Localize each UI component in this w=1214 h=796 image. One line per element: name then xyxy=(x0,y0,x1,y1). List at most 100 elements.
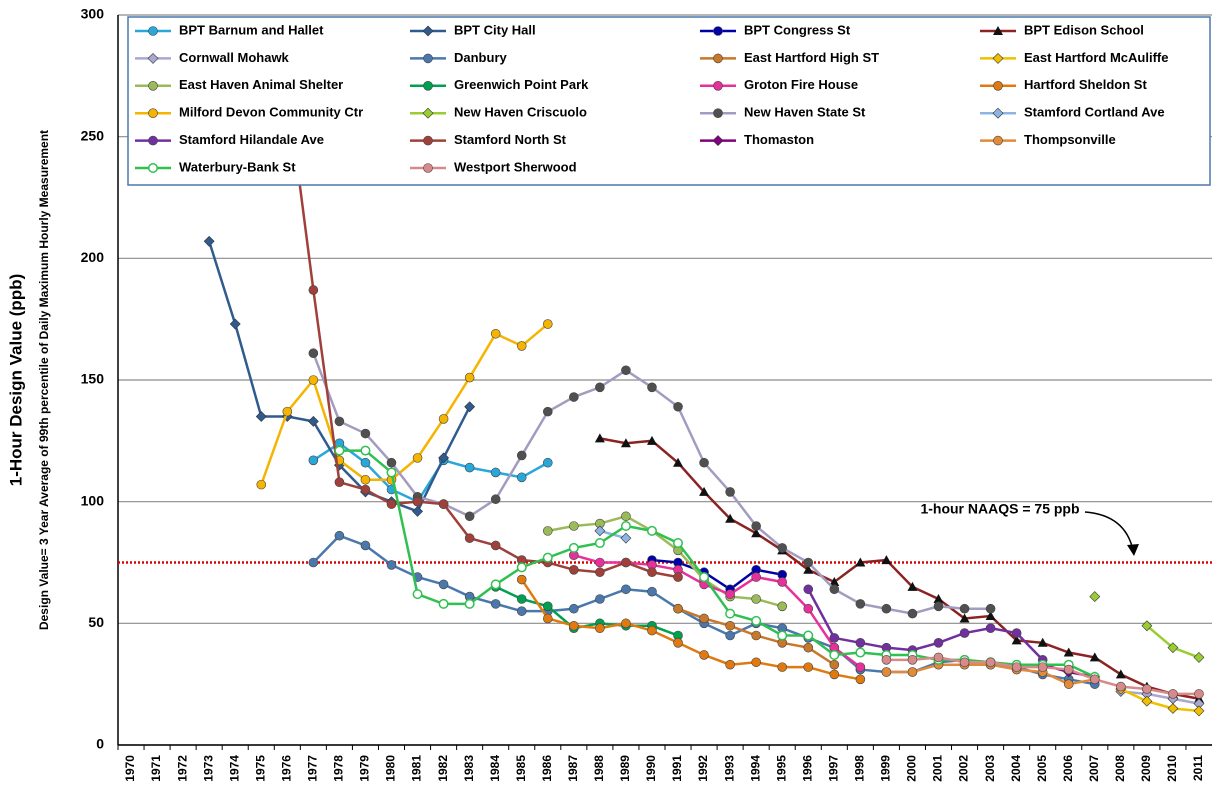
marker xyxy=(1089,674,1100,685)
marker xyxy=(620,521,631,531)
marker xyxy=(464,511,475,522)
legend-label: New Haven Criscuolo xyxy=(454,105,587,120)
marker xyxy=(595,594,605,604)
marker xyxy=(699,486,710,496)
x-tick-label: 2002 xyxy=(957,755,971,782)
marker xyxy=(438,598,449,609)
marker xyxy=(621,365,631,376)
x-tick-label: 1982 xyxy=(436,755,450,782)
legend-label: BPT Edison School xyxy=(1024,22,1144,37)
legend-label: BPT Barnum and Hallet xyxy=(179,22,324,37)
marker xyxy=(490,494,501,505)
marker xyxy=(1011,662,1022,672)
marker xyxy=(1167,642,1179,654)
x-tick-label: 1999 xyxy=(879,755,893,782)
marker xyxy=(1115,669,1126,679)
x-tick-label: 1988 xyxy=(592,755,606,782)
marker xyxy=(386,467,397,478)
marker xyxy=(725,513,736,523)
series-line xyxy=(260,323,549,486)
marker xyxy=(386,499,397,509)
series-line xyxy=(339,449,1096,678)
legend-label: East Haven Animal Shelter xyxy=(179,77,343,92)
marker xyxy=(308,285,319,295)
marker xyxy=(803,662,814,672)
legend-label: BPT City Hall xyxy=(454,22,536,37)
marker xyxy=(725,487,735,497)
marker xyxy=(229,318,241,330)
marker xyxy=(751,630,761,641)
plot xyxy=(118,83,1212,717)
marker xyxy=(1141,620,1153,632)
marker xyxy=(255,411,267,422)
legend-label: Thomaston xyxy=(744,132,814,147)
marker xyxy=(516,594,527,604)
x-tick-label: 1986 xyxy=(540,755,554,782)
marker xyxy=(1193,651,1205,663)
marker xyxy=(777,577,788,587)
marker xyxy=(993,135,1003,146)
marker xyxy=(256,479,267,490)
marker xyxy=(568,542,579,553)
legend-label: Milford Devon Community Ctr xyxy=(179,105,363,120)
marker xyxy=(713,53,723,64)
marker xyxy=(360,484,371,495)
marker xyxy=(490,599,501,609)
y-tick-label: 300 xyxy=(81,6,105,22)
marker xyxy=(933,637,944,648)
series-line xyxy=(807,588,1044,661)
marker xyxy=(933,594,944,603)
x-tick-label: 1987 xyxy=(566,755,580,782)
marker xyxy=(422,25,434,37)
marker xyxy=(855,674,866,685)
marker xyxy=(542,319,553,329)
marker xyxy=(203,235,215,247)
legend-label: New Haven State St xyxy=(744,105,866,120)
marker xyxy=(803,642,814,653)
marker xyxy=(673,572,683,582)
marker xyxy=(751,521,761,531)
marker xyxy=(490,467,501,478)
marker xyxy=(148,163,158,173)
marker xyxy=(595,557,605,568)
marker xyxy=(516,606,527,616)
series-line xyxy=(547,514,783,608)
legend-label: Groton Fire House xyxy=(744,77,858,92)
marker xyxy=(713,108,723,118)
marker xyxy=(464,533,475,543)
marker xyxy=(621,584,631,595)
marker xyxy=(386,457,397,468)
marker xyxy=(959,628,970,638)
marker xyxy=(777,630,788,641)
marker xyxy=(490,579,501,590)
marker xyxy=(829,584,840,595)
marker xyxy=(803,564,814,574)
marker xyxy=(334,477,345,488)
x-tick-label: 1998 xyxy=(853,755,867,782)
marker xyxy=(751,572,761,582)
marker xyxy=(594,525,606,537)
marker xyxy=(959,657,970,668)
marker xyxy=(516,562,527,573)
marker xyxy=(725,630,735,641)
marker xyxy=(594,433,605,443)
marker xyxy=(620,438,631,448)
marker xyxy=(933,652,944,663)
x-tick-label: 1984 xyxy=(488,755,502,782)
x-tick-label: 1994 xyxy=(748,755,762,782)
marker xyxy=(542,552,553,563)
marker xyxy=(881,603,892,614)
marker xyxy=(1193,705,1205,717)
legend-label: Stamford Hilandale Ave xyxy=(179,132,324,147)
marker xyxy=(699,572,710,583)
marker xyxy=(334,416,345,427)
marker xyxy=(881,555,892,565)
marker xyxy=(777,662,788,672)
marker xyxy=(282,406,293,417)
marker xyxy=(673,637,683,648)
marker xyxy=(1011,635,1022,645)
marker xyxy=(646,525,657,536)
x-tick-label: 1995 xyxy=(774,755,788,782)
marker xyxy=(307,415,319,427)
